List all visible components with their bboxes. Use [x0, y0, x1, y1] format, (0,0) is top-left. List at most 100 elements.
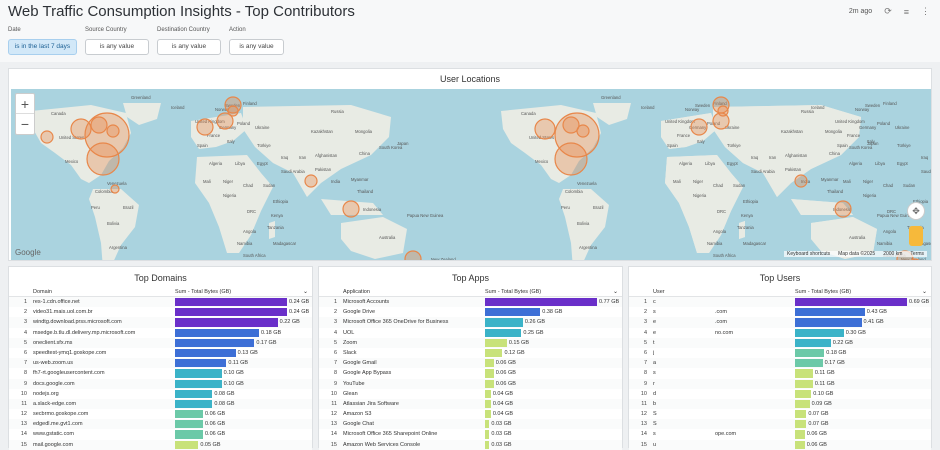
- table-row[interactable]: 10 nodejs.org 0.08 GB: [9, 389, 312, 399]
- table-row[interactable]: 6 j 0.18 GB: [629, 348, 931, 358]
- table-row[interactable]: 13 edgedl.me.gvt1.com 0.06 GB: [9, 419, 312, 430]
- country-label: Kazakhstan: [311, 129, 334, 134]
- table-row[interactable]: 10 d 0.10 GB: [629, 389, 931, 399]
- filter-bar: Date is in the last 7 days Source Countr…: [8, 27, 284, 55]
- panel-title: Top Users: [759, 273, 801, 283]
- row-label: Glean: [343, 390, 358, 397]
- table-row[interactable]: 13 S 0.07 GB: [629, 419, 931, 430]
- table-row[interactable]: 4 msedge.b.tlu.dl.delivery.mp.microsoft.c…: [9, 328, 312, 338]
- table-row[interactable]: 4 e no.com 0.30 GB: [629, 328, 931, 338]
- row-number: 10: [640, 390, 647, 397]
- table-row[interactable]: 14 Microsoft Office 365 Sharepoint Online…: [319, 429, 622, 439]
- location-bubble: [342, 200, 360, 218]
- table-row[interactable]: 13 Google Chat 0.03 GB: [319, 419, 622, 430]
- table-row[interactable]: 5 Zoom 0.15 GB: [319, 337, 622, 348]
- value-bar: [175, 328, 259, 337]
- col-header[interactable]: Domain: [33, 289, 52, 295]
- country-label: Brazil: [123, 205, 134, 210]
- country-label: Iran: [769, 155, 777, 160]
- filter-source-country-value[interactable]: is any value: [85, 39, 149, 55]
- filter-date-value[interactable]: is in the last 7 days: [8, 39, 77, 55]
- value-label: 0.06 GB: [806, 441, 827, 448]
- value-bar: [795, 399, 810, 409]
- terms-link[interactable]: Terms: [910, 251, 924, 257]
- table-row[interactable]: 5 t 0.22 GB: [629, 337, 931, 348]
- madagascar-landmass: [269, 221, 275, 239]
- value-bar: [795, 298, 907, 307]
- country-label: Brazil: [593, 205, 604, 210]
- table-row[interactable]: 15 mail.google.com 0.05 GB: [9, 439, 312, 450]
- australia-landmass: [341, 217, 407, 259]
- table-row[interactable]: 1 Microsoft Accounts 0.77 GB: [319, 297, 622, 308]
- zoom-in-button[interactable]: +: [16, 94, 34, 114]
- more-icon[interactable]: ⋮: [921, 6, 930, 16]
- table-row[interactable]: 8 Google App Bypass 0.06 GB: [319, 368, 622, 378]
- col-header[interactable]: Sum - Total Bytes (GB): [795, 289, 852, 295]
- table-row[interactable]: 1 c 0.69 GB: [629, 297, 931, 308]
- value-bar: [175, 298, 287, 307]
- keyboard-shortcuts-link[interactable]: Keyboard shortcuts: [787, 251, 831, 257]
- table-row[interactable]: 7 Google Gmail 0.06 GB: [319, 358, 622, 369]
- table-row[interactable]: 14 s ope.com 0.06 GB: [629, 429, 931, 439]
- country-label: Greenland: [131, 95, 151, 100]
- table-row[interactable]: 7 a 0.17 GB: [629, 358, 931, 369]
- table-row[interactable]: 3 e .com 0.41 GB: [629, 317, 931, 328]
- table-row[interactable]: 3 windtg.download.prss.microsoft.com 0.22 …: [9, 317, 312, 328]
- zoom-out-button[interactable]: −: [20, 116, 30, 132]
- table-row[interactable]: 9 docs.google.com 0.10 GB: [9, 378, 312, 389]
- table-row[interactable]: 12 S 0.07 GB: [629, 409, 931, 419]
- map-area[interactable]: Canada United States Mexico Venezuela Colomb…: [11, 89, 931, 260]
- table-row[interactable]: 2 video31.mais.uol.com.br 0.24 GB: [9, 307, 312, 317]
- country-label: Peru: [561, 205, 571, 210]
- filter-icon[interactable]: ≡: [903, 6, 909, 17]
- compass-icon[interactable]: ✥: [907, 202, 925, 220]
- filter-destination-country-value[interactable]: is any value: [157, 39, 221, 55]
- table-row[interactable]: 8 fh7-rt.googleusercontent.com 0.10 GB: [9, 368, 312, 378]
- table-row[interactable]: 12 Amazon S3 0.04 GB: [319, 409, 622, 419]
- col-header[interactable]: Sum - Total Bytes (GB): [485, 289, 542, 295]
- world-map[interactable]: Canada United States Mexico Venezuela Colomb…: [11, 89, 931, 260]
- table-row[interactable]: 6 speedtest-ymq1.goskope.com 0.13 GB: [9, 348, 312, 358]
- table-row[interactable]: 9 r 0.11 GB: [629, 378, 931, 389]
- table-row[interactable]: 11 Atlassian Jira Software 0.04 GB: [319, 398, 622, 410]
- table-row[interactable]: 3 Microsoft Office 365 OneDrive for Busin…: [319, 317, 622, 328]
- table-row[interactable]: 14 www.gstatic.com 0.06 GB: [9, 429, 312, 439]
- refresh-icon[interactable]: ⟳: [884, 6, 892, 16]
- col-header[interactable]: User: [653, 289, 665, 295]
- country-label: Iceland: [641, 105, 655, 110]
- col-header[interactable]: Application: [343, 289, 370, 295]
- sort-chevron-icon[interactable]: ⌄: [612, 289, 618, 295]
- sort-chevron-icon[interactable]: ⌄: [302, 289, 308, 295]
- row-label: UOL: [343, 329, 355, 336]
- country-label: Germany: [689, 125, 707, 130]
- value-bar: [795, 440, 805, 449]
- country-label: Libya: [875, 161, 886, 166]
- asia-landmass: [713, 105, 861, 197]
- table-row[interactable]: 11 b 0.09 GB: [629, 398, 931, 410]
- table-row[interactable]: 15 u 0.06 GB: [629, 439, 931, 450]
- table-row[interactable]: 9 YouTube 0.06 GB: [319, 378, 622, 389]
- pegman-icon[interactable]: [909, 226, 923, 246]
- table-row[interactable]: 7 us-web.zoom.us 0.11 GB: [9, 358, 312, 369]
- row-number: 3: [333, 319, 337, 326]
- country-label: China: [829, 151, 841, 156]
- table-row[interactable]: 12 secbrmo.goskope.com 0.06 GB: [9, 409, 312, 419]
- sort-chevron-icon[interactable]: ⌄: [921, 289, 927, 295]
- country-label: Pakistan: [785, 167, 802, 172]
- table-row[interactable]: 15 Amazon Web Services Console 0.03 GB: [319, 439, 622, 450]
- table-row[interactable]: 5 oneclient.sfx.ms 0.17 GB: [9, 337, 312, 348]
- table-row[interactable]: 2 Google Drive 0.38 GB: [319, 307, 622, 317]
- col-header[interactable]: Sum - Total Bytes (GB): [175, 289, 232, 295]
- table-row[interactable]: 2 s .com 0.43 GB: [629, 307, 931, 317]
- filter-action-value[interactable]: is any value: [229, 39, 284, 55]
- row-number: 13: [640, 421, 647, 428]
- country-label: Canada: [51, 111, 66, 116]
- table-row[interactable]: 1 res-1.cdn.office.net 0.24 GB: [9, 297, 312, 308]
- table-row[interactable]: 6 Slack 0.12 GB: [319, 348, 622, 358]
- country-label: Saudi Arabia: [921, 169, 931, 174]
- table-row[interactable]: 11 a.slack-edge.com 0.08 GB: [9, 398, 312, 410]
- country-label: Thailand: [827, 189, 844, 194]
- table-row[interactable]: 4 UOL 0.25 GB: [319, 328, 622, 338]
- table-row[interactable]: 10 Glean 0.04 GB: [319, 389, 622, 399]
- table-row[interactable]: 8 s 0.11 GB: [629, 368, 931, 378]
